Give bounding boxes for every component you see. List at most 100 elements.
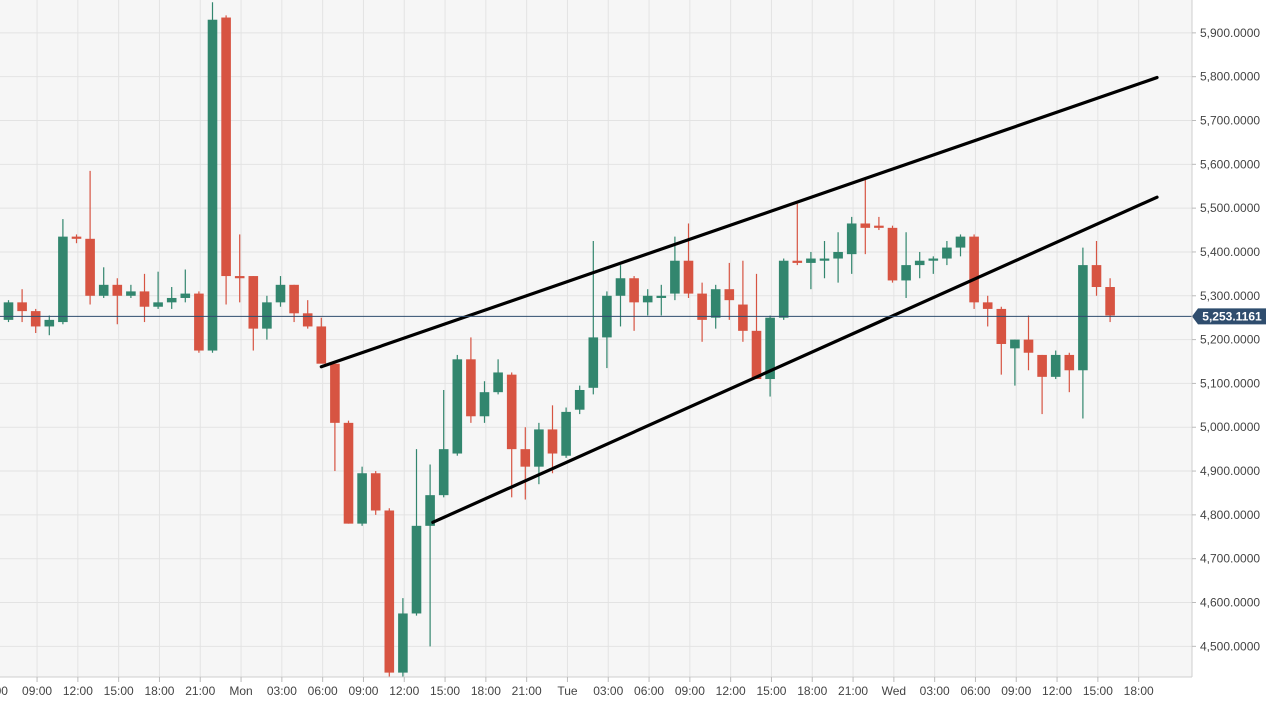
candle-body-up xyxy=(58,236,68,323)
candle-body-down xyxy=(85,238,95,296)
trendline xyxy=(319,75,1159,369)
candle-body-up xyxy=(778,260,789,318)
candle-body-up xyxy=(357,473,367,524)
candle-body-down xyxy=(1023,339,1034,353)
candle-body-up xyxy=(942,247,952,259)
candle-body-down xyxy=(330,363,340,423)
x-tick-label: 18:00 xyxy=(471,684,501,698)
candle-body-down xyxy=(520,449,531,467)
candle-body-down xyxy=(738,304,748,331)
candle-body-up xyxy=(833,251,843,259)
candle-body-down xyxy=(860,223,871,228)
candle-body-up xyxy=(588,337,599,388)
candle-body-up xyxy=(656,295,667,298)
x-tick-label: 15:00 xyxy=(104,684,134,698)
y-tick-label: 4,800.0000 xyxy=(1200,508,1260,522)
candle-body-down xyxy=(466,359,476,417)
candle-body-up xyxy=(1010,339,1020,349)
candle-body-up xyxy=(153,302,163,307)
candle-body-up xyxy=(642,295,653,303)
candle-body-up xyxy=(44,319,55,327)
candle-body-up xyxy=(615,278,626,296)
candle-body-down xyxy=(234,276,245,279)
y-tick-label: 4,600.0000 xyxy=(1200,596,1260,610)
y-tick-label: 4,500.0000 xyxy=(1200,639,1260,653)
x-tick-label: 09:00 xyxy=(348,684,378,698)
candle-body-down xyxy=(629,278,639,303)
x-tick-label: 21:00 xyxy=(185,684,215,698)
candle-body-down xyxy=(1064,354,1075,371)
candle-body-down xyxy=(248,276,259,329)
candle-body-down xyxy=(697,293,707,320)
candle-body-up xyxy=(262,302,272,329)
candle-body-down xyxy=(370,473,381,511)
y-tick-label: 5,800.0000 xyxy=(1200,70,1260,84)
candle-body-up xyxy=(438,449,449,496)
candle-body-down xyxy=(316,326,327,364)
x-tick-label: 09:00 xyxy=(1001,684,1031,698)
x-tick-label: 09:00 xyxy=(22,684,52,698)
candle-body-down xyxy=(343,422,354,524)
candle-body-up xyxy=(955,236,966,248)
x-tick-label: 03:00 xyxy=(593,684,623,698)
trendlines xyxy=(319,75,1159,524)
y-tick-label: 5,400.0000 xyxy=(1200,245,1260,259)
candle-body-down xyxy=(221,17,231,277)
candle-body-up xyxy=(846,223,857,255)
x-tick-label: 06:00 xyxy=(308,684,338,698)
candle-body-down xyxy=(683,260,694,294)
x-tick-label: 18:00 xyxy=(797,684,827,698)
x-tick-label: 03:00 xyxy=(267,684,297,698)
x-tick-label: 18:00 xyxy=(144,684,174,698)
candle-body-down xyxy=(982,302,993,309)
y-tick-label: 4,700.0000 xyxy=(1200,552,1260,566)
candle-body-up xyxy=(819,258,830,261)
x-tick-label: 12:00 xyxy=(716,684,746,698)
candle-body-down xyxy=(289,284,299,314)
candle-body-down xyxy=(874,225,884,228)
y-tick-label: 5,700.0000 xyxy=(1200,114,1260,128)
x-tick-label: 12:00 xyxy=(63,684,93,698)
candle-body-down xyxy=(969,236,979,303)
x-tick-label: 09:00 xyxy=(675,684,705,698)
y-tick-label: 5,300.0000 xyxy=(1200,289,1260,303)
candle-body-down xyxy=(1105,287,1115,316)
y-tick-label: 5,500.0000 xyxy=(1200,201,1260,215)
candle-body-down xyxy=(302,313,313,327)
candle-body-up xyxy=(3,302,14,320)
x-tick-label: 12:00 xyxy=(389,684,419,698)
candle-body-up xyxy=(98,284,109,296)
candle-body-down xyxy=(1091,265,1102,288)
x-tick-label: 15:00 xyxy=(756,684,786,698)
x-tick-label: Tue xyxy=(557,684,578,698)
candles xyxy=(3,2,1115,677)
x-tick-label: 12:00 xyxy=(1042,684,1072,698)
candle-body-down xyxy=(887,227,898,281)
x-tick-label: 15:00 xyxy=(1083,684,1113,698)
candle-body-down xyxy=(996,308,1007,344)
x-tick-label: 06:00 xyxy=(960,684,990,698)
candle-body-up xyxy=(411,525,422,614)
x-tick-label: 6:00 xyxy=(0,684,8,698)
x-tick-label: 21:00 xyxy=(838,684,868,698)
candle-body-up xyxy=(928,258,939,261)
candle-body-up xyxy=(710,289,721,318)
candle-body-up xyxy=(180,293,191,298)
candle-body-up xyxy=(493,372,503,393)
y-tick-label: 5,100.0000 xyxy=(1200,376,1260,390)
candle-body-up xyxy=(207,19,218,351)
candle-body-up xyxy=(670,260,680,294)
candle-body-down xyxy=(1037,354,1047,377)
x-axis: 6:00 09:00 12:00 15:00 18:00 21:00 Mon 03:00 06:… xyxy=(0,677,1154,698)
x-tick-label: 03:00 xyxy=(920,684,950,698)
candle-body-up xyxy=(126,291,136,296)
candle-body-down xyxy=(30,311,41,327)
candle-body-down xyxy=(71,236,82,239)
candle-body-up xyxy=(901,265,911,281)
candle-body-up xyxy=(574,389,585,410)
candle-body-up xyxy=(1050,354,1061,377)
y-tick-label: 5,600.0000 xyxy=(1200,157,1260,171)
candle-body-up xyxy=(561,411,571,456)
y-axis: 4,500.0000 4,600.0000 4,700.0000 4,800.0000… xyxy=(1192,26,1260,653)
